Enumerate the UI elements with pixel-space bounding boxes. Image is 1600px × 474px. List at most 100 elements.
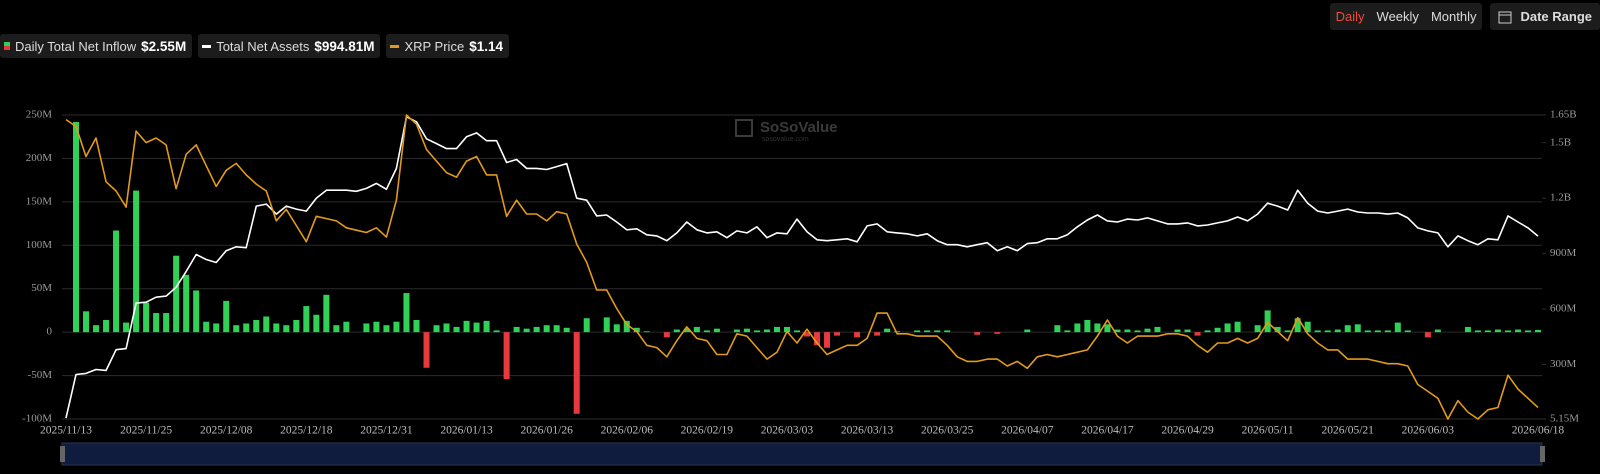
bar bbox=[173, 255, 180, 333]
bar bbox=[323, 294, 330, 333]
y-tick-label: -50M bbox=[28, 369, 53, 381]
x-tick-label: 2026/02/06 bbox=[601, 425, 654, 437]
bar bbox=[553, 325, 560, 333]
bar bbox=[343, 321, 350, 333]
bar bbox=[1154, 326, 1161, 333]
x-tick-label: 2025/12/08 bbox=[200, 425, 253, 437]
x-tick-label: 2026/04/17 bbox=[1081, 425, 1134, 437]
legend-item[interactable]: Total Net Assets $994.81M bbox=[198, 34, 381, 58]
legend-item[interactable]: Daily Total Net Inflow $2.55M bbox=[0, 34, 193, 58]
watermark: SoSoValue bbox=[760, 119, 838, 136]
x-tick-label: 2026/06/18 bbox=[1512, 425, 1565, 437]
bar bbox=[373, 321, 380, 333]
bar bbox=[633, 327, 640, 333]
navigator-handle-right[interactable] bbox=[1540, 446, 1545, 462]
legend-label: Daily Total Net Inflow bbox=[15, 38, 137, 54]
bar bbox=[1474, 330, 1481, 333]
bar bbox=[1074, 323, 1081, 333]
bar bbox=[1384, 330, 1391, 333]
bar bbox=[763, 329, 770, 333]
bar bbox=[1424, 332, 1431, 338]
bar bbox=[243, 323, 250, 333]
bar bbox=[1434, 329, 1441, 333]
bar bbox=[203, 321, 210, 333]
legend-value: $1.14 bbox=[469, 38, 503, 54]
x-tick-label: 2026/03/03 bbox=[761, 425, 814, 437]
x-tick-label: 2025/12/31 bbox=[360, 425, 413, 437]
bar bbox=[1344, 325, 1351, 333]
bar bbox=[333, 325, 340, 333]
navigator-handle-left[interactable] bbox=[60, 446, 65, 462]
bar bbox=[1124, 329, 1131, 333]
bar bbox=[83, 311, 90, 333]
watermark-site: sosovalue.com bbox=[762, 136, 809, 143]
x-tick-label: 2025/11/25 bbox=[120, 425, 172, 437]
bar bbox=[1374, 330, 1381, 333]
bar bbox=[473, 322, 480, 333]
period-button[interactable]: Monthly bbox=[1430, 9, 1477, 24]
bar bbox=[693, 326, 700, 333]
bar bbox=[1134, 330, 1141, 333]
bar bbox=[974, 332, 981, 335]
bar bbox=[1114, 329, 1121, 333]
navigator bbox=[61, 442, 1543, 466]
period-button[interactable]: Weekly bbox=[1376, 9, 1419, 24]
y2-tick-label: 300M bbox=[1550, 358, 1577, 370]
x-tick-label: 2026/02/19 bbox=[681, 425, 734, 437]
bar bbox=[1264, 310, 1271, 333]
bar bbox=[1314, 330, 1321, 333]
bar bbox=[1054, 325, 1061, 333]
period-button[interactable]: Daily bbox=[1335, 9, 1365, 24]
bar bbox=[1484, 330, 1491, 333]
bar bbox=[313, 314, 320, 333]
bar bbox=[123, 322, 130, 333]
bar bbox=[884, 328, 891, 333]
date-range-label[interactable]: Date Range bbox=[1520, 9, 1592, 24]
bar bbox=[1334, 329, 1341, 333]
line bbox=[65, 116, 1539, 419]
bar bbox=[523, 328, 530, 333]
bar bbox=[1254, 325, 1261, 333]
bar bbox=[183, 274, 190, 333]
bar bbox=[413, 319, 420, 333]
bar bbox=[1534, 329, 1542, 333]
y2-tick-label: 900M bbox=[1550, 247, 1577, 259]
bar bbox=[824, 332, 831, 348]
bar bbox=[753, 330, 760, 333]
bar bbox=[1304, 321, 1311, 333]
bar bbox=[1024, 329, 1031, 333]
bar bbox=[1294, 318, 1301, 333]
date-range-button[interactable]: Date Range bbox=[1490, 3, 1600, 30]
bar bbox=[213, 323, 220, 333]
bar bbox=[443, 323, 450, 333]
legend-value: $994.81M bbox=[314, 38, 375, 54]
bar bbox=[1394, 322, 1401, 333]
legend-item[interactable]: XRP Price $1.14 bbox=[386, 34, 509, 58]
bar bbox=[93, 325, 100, 333]
bar bbox=[733, 329, 740, 333]
bar bbox=[573, 332, 580, 414]
bar bbox=[924, 330, 931, 333]
bar bbox=[303, 306, 310, 333]
y-tick-label: -100M bbox=[22, 413, 52, 425]
x-tick-label: 2026/05/21 bbox=[1322, 425, 1375, 437]
legend: Daily Total Net Inflow $2.55M Total Net As… bbox=[0, 34, 509, 58]
bar bbox=[673, 329, 680, 333]
y2-tick-label: 5.15M bbox=[1550, 413, 1579, 425]
y-tick-label: 150M bbox=[26, 195, 53, 207]
bar bbox=[1064, 330, 1071, 333]
bar bbox=[293, 319, 300, 333]
bar bbox=[1234, 321, 1241, 333]
x-tick-label: 2025/12/18 bbox=[280, 425, 333, 437]
bar bbox=[363, 323, 370, 333]
bar bbox=[563, 327, 570, 333]
x-tick-label: 2025/11/13 bbox=[40, 425, 92, 437]
bar bbox=[1214, 327, 1221, 333]
y-tick-label: 50M bbox=[31, 282, 52, 294]
bar bbox=[994, 332, 1001, 334]
bar bbox=[894, 331, 901, 333]
bar bbox=[233, 325, 240, 333]
bar bbox=[503, 332, 510, 380]
bar bbox=[773, 326, 780, 333]
